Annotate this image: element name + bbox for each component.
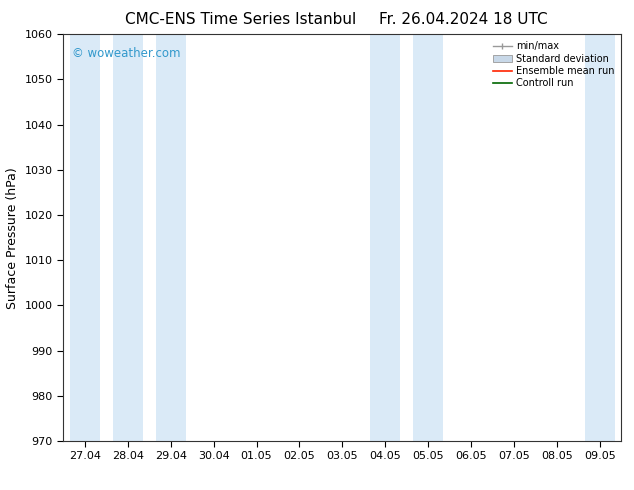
Y-axis label: Surface Pressure (hPa): Surface Pressure (hPa) bbox=[6, 167, 19, 309]
Text: Fr. 26.04.2024 18 UTC: Fr. 26.04.2024 18 UTC bbox=[378, 12, 547, 27]
Bar bbox=[413, 34, 443, 441]
Bar bbox=[113, 34, 143, 441]
Bar bbox=[585, 34, 615, 441]
Bar bbox=[156, 34, 186, 441]
Legend: min/max, Standard deviation, Ensemble mean run, Controll run: min/max, Standard deviation, Ensemble me… bbox=[489, 37, 618, 92]
Text: © woweather.com: © woweather.com bbox=[72, 47, 180, 59]
Bar bbox=[70, 34, 100, 441]
Bar bbox=[370, 34, 400, 441]
Text: CMC-ENS Time Series Istanbul: CMC-ENS Time Series Istanbul bbox=[126, 12, 356, 27]
